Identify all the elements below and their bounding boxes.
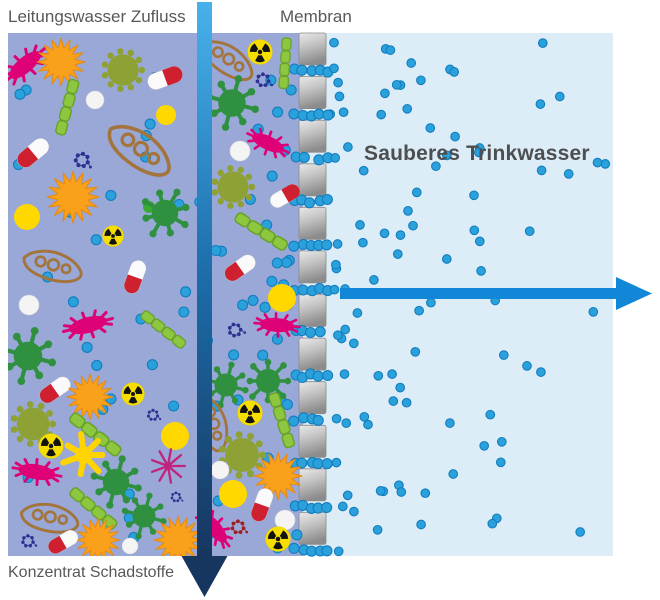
- contaminants: [8, 37, 303, 556]
- membrane: [298, 32, 327, 545]
- label-clean-drinking-water: Sauberes Trinkwasser: [364, 142, 590, 165]
- concentrate-flow-arrow: [181, 2, 228, 597]
- bacteria-icon: [61, 309, 115, 341]
- virus-icon: [101, 48, 146, 92]
- spiky-microbe-icon: [75, 517, 121, 556]
- pill-icon: [123, 260, 147, 294]
- spiky-microbe-icon: [153, 515, 203, 556]
- radioactive-icon: [102, 225, 124, 247]
- molecule-icon: [255, 72, 274, 88]
- algae-rod-icon: [55, 78, 80, 136]
- spiky-microbe-icon: [66, 373, 114, 421]
- particle-icon: [156, 105, 176, 125]
- parasite-icon: [22, 249, 83, 284]
- molecule-icon: [146, 408, 162, 421]
- algae-rod-icon: [68, 412, 122, 457]
- radioactive-icon: [265, 526, 291, 552]
- particle-icon: [219, 480, 247, 508]
- pill-icon: [269, 184, 301, 208]
- label-feed-water: Leitungswasser Zufluss: [8, 7, 186, 26]
- clean-water-flow-arrow: [340, 277, 652, 310]
- algae-rod-icon: [278, 37, 292, 90]
- label-membrane: Membran: [280, 7, 352, 26]
- amoeba-icon: [60, 431, 106, 478]
- bacteria-icon: [246, 127, 290, 159]
- radioactive-icon: [38, 433, 64, 459]
- molecule-icon: [21, 534, 38, 548]
- germ-icon: [8, 326, 57, 386]
- germ-icon: [90, 455, 142, 509]
- molecule-icon: [170, 491, 184, 503]
- pill-icon: [47, 530, 79, 554]
- particle-icon: [161, 422, 189, 450]
- spiky-microbe-icon: [36, 37, 86, 87]
- pill-icon: [39, 376, 71, 404]
- particle-icon: [121, 537, 139, 555]
- algae-rod-icon: [69, 487, 118, 530]
- pill-icon: [224, 254, 256, 282]
- particle-icon: [268, 284, 296, 312]
- parasite-icon: [107, 125, 171, 177]
- radioactive-icon: [121, 382, 145, 406]
- radioactive-icon: [237, 400, 263, 426]
- pill-icon: [250, 488, 274, 522]
- pill-icon: [147, 66, 183, 90]
- algae-rod-icon: [140, 310, 187, 349]
- molecule-icon: [227, 322, 247, 338]
- algae-rod-icon: [268, 392, 296, 449]
- germ-icon: [121, 492, 167, 540]
- molecule-icon: [230, 519, 249, 535]
- germ-icon: [141, 188, 190, 238]
- particle-icon: [229, 140, 251, 162]
- label-concentrate-pollutants: Konzentrat Schadstoffe: [8, 564, 175, 581]
- starburst-microbe-icon: [150, 448, 187, 484]
- germ-icon: [246, 358, 292, 404]
- parasite-icon: [19, 502, 80, 534]
- particle-icon: [14, 204, 40, 230]
- bacteria-icon: [11, 457, 63, 487]
- molecule-icon: [73, 151, 92, 169]
- algae-rod-icon: [234, 212, 289, 251]
- spiky-microbe-icon: [46, 170, 100, 224]
- radioactive-icon: [247, 39, 273, 65]
- spiky-microbe-icon: [253, 451, 303, 501]
- pill-icon: [17, 138, 49, 168]
- particle-icon: [210, 460, 230, 480]
- particle-icon: [85, 90, 105, 110]
- particle-icon: [18, 294, 40, 316]
- virus-icon: [211, 165, 256, 209]
- bacteria-icon: [253, 312, 301, 338]
- virus-icon: [218, 431, 266, 479]
- membrane-pass-dots: [288, 63, 352, 557]
